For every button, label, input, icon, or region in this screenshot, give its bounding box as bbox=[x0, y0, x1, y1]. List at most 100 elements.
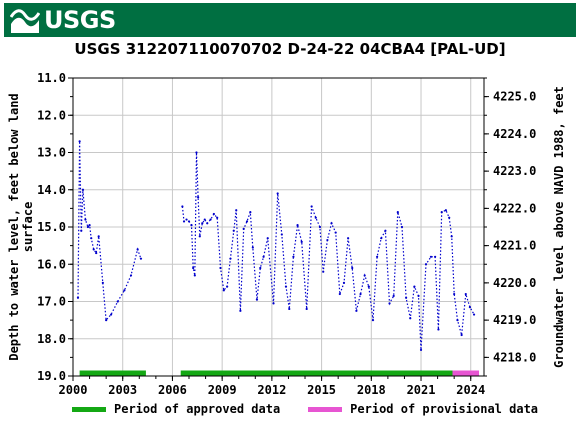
y-axis-right-label: Groundwater level above NAVD 1988, feet bbox=[552, 86, 566, 368]
data-point bbox=[300, 240, 303, 243]
data-point bbox=[78, 140, 81, 143]
y-right-tick-label: 4223.0 bbox=[493, 164, 536, 178]
data-point bbox=[448, 216, 451, 219]
data-point bbox=[359, 292, 362, 296]
y-right-tick-label: 4219.0 bbox=[493, 313, 536, 327]
data-point bbox=[190, 224, 193, 227]
data-point bbox=[284, 285, 288, 288]
data-point bbox=[413, 285, 416, 288]
data-point bbox=[116, 300, 119, 303]
y-right-tick-label: 4222.0 bbox=[493, 201, 536, 215]
data-point bbox=[251, 246, 254, 249]
data-point bbox=[123, 289, 126, 292]
y-right-tick-label: 4221.0 bbox=[493, 239, 536, 253]
data-point bbox=[338, 292, 341, 296]
data-point bbox=[239, 309, 242, 312]
data-point bbox=[235, 209, 238, 212]
data-point bbox=[76, 296, 80, 299]
data-point bbox=[129, 274, 133, 277]
data-point bbox=[195, 151, 198, 154]
data-point bbox=[203, 218, 206, 221]
data-point bbox=[90, 237, 93, 240]
data-point bbox=[288, 307, 291, 311]
data-point bbox=[326, 238, 329, 242]
data-point bbox=[139, 257, 143, 260]
x-tick-label: 2006 bbox=[158, 383, 187, 397]
legend: Period of approved data Period of provis… bbox=[72, 402, 566, 416]
data-point bbox=[219, 266, 222, 270]
data-point bbox=[342, 281, 346, 284]
data-point bbox=[424, 263, 428, 266]
data-point bbox=[255, 298, 259, 301]
data-point bbox=[209, 218, 212, 221]
water-level-line bbox=[181, 152, 475, 350]
data-point bbox=[212, 212, 215, 216]
data-point bbox=[292, 255, 295, 258]
data-point bbox=[136, 248, 139, 251]
data-point bbox=[456, 319, 459, 322]
data-point bbox=[409, 317, 412, 320]
y-right-tick-label: 4220.0 bbox=[493, 276, 536, 290]
x-tick-label: 2012 bbox=[257, 383, 286, 397]
data-point bbox=[181, 205, 184, 208]
y-left-tick-label: 11.0 bbox=[37, 71, 66, 85]
data-point bbox=[272, 302, 275, 305]
x-tick-label: 2024 bbox=[456, 383, 485, 397]
data-point bbox=[242, 227, 245, 230]
data-point bbox=[384, 229, 387, 232]
x-tick-label: 2018 bbox=[357, 383, 386, 397]
data-point bbox=[81, 188, 85, 191]
data-point bbox=[330, 222, 333, 225]
data-point bbox=[314, 216, 317, 219]
data-point bbox=[226, 285, 229, 288]
usgs-logo[interactable]: USGS bbox=[10, 5, 116, 35]
legend-approved-label: Period of approved data bbox=[114, 402, 281, 416]
legend-approved-swatch bbox=[72, 406, 106, 412]
data-point bbox=[259, 266, 262, 270]
x-tick-label: 2015 bbox=[307, 383, 336, 397]
data-point bbox=[347, 237, 350, 240]
usgs-logo-icon bbox=[10, 9, 40, 33]
data-point bbox=[229, 257, 232, 260]
y-left-tick-label: 14.0 bbox=[37, 183, 66, 197]
data-point bbox=[355, 309, 358, 312]
data-point bbox=[468, 305, 472, 309]
axes: 2000 2003 2006 2009 2012 2015 2018 2021 2024 11.0… bbox=[37, 71, 536, 397]
legend-provisional-label: Period of provisional data bbox=[350, 402, 539, 416]
data-point bbox=[262, 255, 265, 258]
y-right-tick-label: 4218.0 bbox=[493, 350, 536, 364]
data-point bbox=[266, 237, 269, 240]
data-point bbox=[318, 225, 322, 229]
data-point bbox=[396, 211, 399, 214]
data-point bbox=[417, 294, 420, 298]
data-point bbox=[182, 220, 186, 223]
data-point bbox=[280, 233, 283, 236]
data-point bbox=[185, 218, 188, 221]
data-point bbox=[86, 225, 90, 229]
legend-approved: Period of approved data bbox=[72, 402, 280, 416]
data-point bbox=[405, 296, 408, 299]
data-point bbox=[322, 270, 325, 273]
groundwater-chart: 2000 2003 2006 2009 2012 2015 2018 2021 2024 11.0… bbox=[7, 71, 566, 397]
data-point bbox=[197, 196, 200, 199]
data-point bbox=[110, 313, 113, 316]
data-point bbox=[388, 302, 391, 305]
y-left-tick-label: 12.0 bbox=[37, 108, 66, 122]
data-point bbox=[334, 231, 337, 234]
legend-provisional-swatch bbox=[308, 406, 343, 412]
data-point bbox=[193, 274, 196, 277]
data-point bbox=[453, 292, 456, 296]
y-axis-left-label: Depth to water level, feet below landsur… bbox=[7, 93, 35, 360]
data-point bbox=[84, 218, 87, 221]
data-point bbox=[95, 251, 98, 255]
data-point bbox=[232, 229, 235, 232]
water-level-line bbox=[77, 141, 142, 322]
data-point bbox=[105, 319, 108, 322]
y-axis-left-label-line2: surface bbox=[21, 202, 35, 253]
chart-title: USGS 312207110070702 D-24-22 04CBA4 [PAL… bbox=[74, 40, 506, 58]
data-point bbox=[245, 220, 249, 223]
data-point bbox=[400, 225, 404, 229]
data-point bbox=[92, 248, 95, 251]
data-point bbox=[450, 235, 453, 238]
data-point bbox=[444, 209, 447, 212]
